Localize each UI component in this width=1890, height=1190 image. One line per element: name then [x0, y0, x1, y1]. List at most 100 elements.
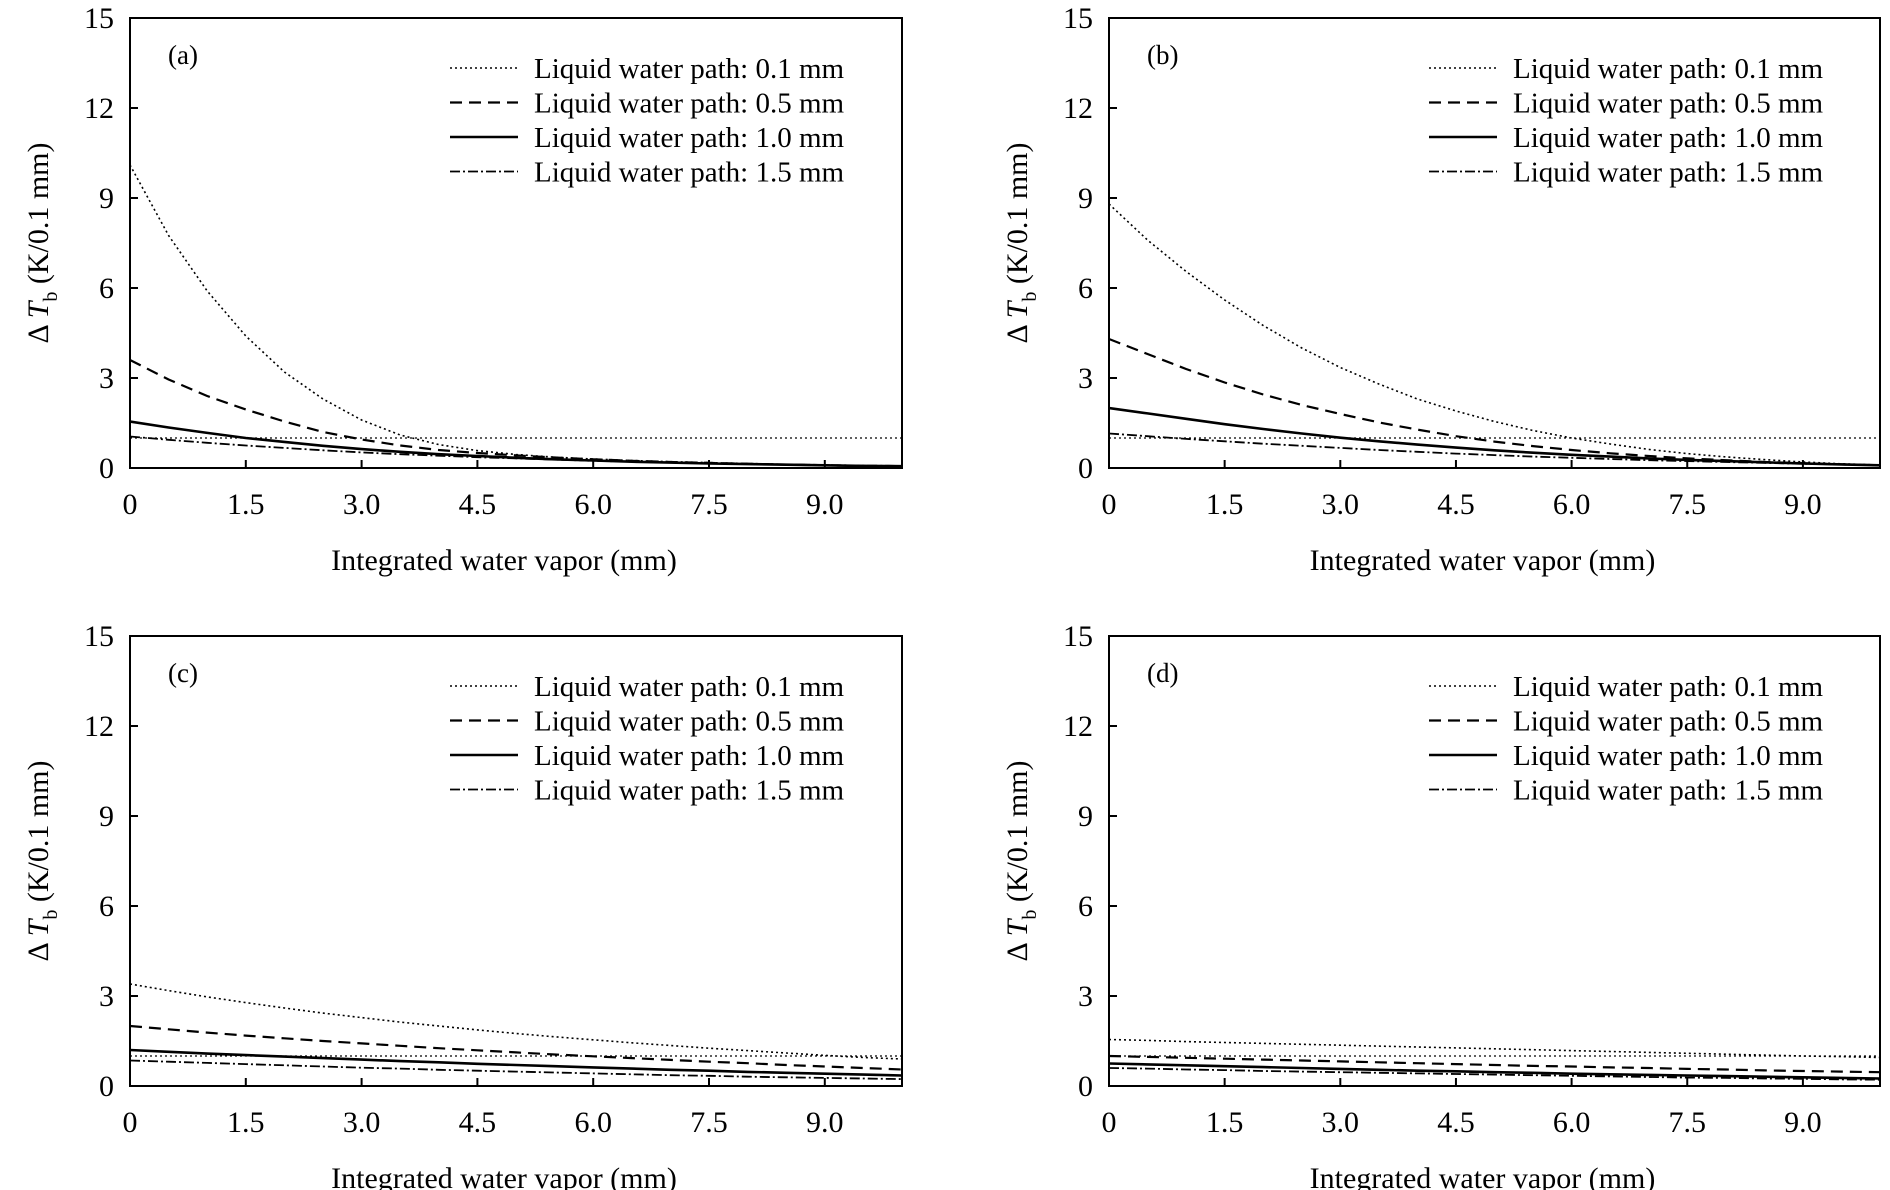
- series-line-3: [130, 1048, 902, 1077]
- x-tick-label: 1.5: [1206, 1106, 1244, 1139]
- x-axis-title: Integrated water vapor (mm): [1310, 544, 1656, 577]
- x-tick-label: 6.0: [574, 1106, 612, 1139]
- y-tick-label: 6: [1078, 890, 1093, 923]
- x-tick-label: 7.5: [690, 1106, 728, 1139]
- legend-label-2: Liquid water path: 0.5 mm: [534, 706, 845, 738]
- x-tick-label: 6.0: [1553, 1106, 1591, 1139]
- x-tick-label: 9.0: [806, 1106, 844, 1139]
- panel-label: (d): [1147, 658, 1178, 688]
- x-tick-label: 9.0: [1784, 1106, 1822, 1139]
- series-line-1: [130, 164, 902, 468]
- y-tick-label: 3: [1078, 362, 1093, 395]
- y-axis-title: Δ Tb (K/0.1 mm): [1001, 143, 1041, 344]
- x-tick-label: 0: [123, 488, 138, 521]
- series-line-1: [130, 983, 902, 1060]
- series-line-4: [130, 1059, 902, 1080]
- y-tick-label: 0: [99, 452, 114, 485]
- x-tick-label: 4.5: [459, 1106, 497, 1139]
- chart-panel-d: 0 3 6 9 12 15 0 1.5 3.0 4.5 6.0 7.5 9.0 Integrated wa…: [1001, 620, 1881, 1190]
- x-tick-label: 0: [1102, 488, 1117, 521]
- x-axis-title: Integrated water vapor (mm): [1310, 1162, 1656, 1190]
- legend-label-1: Liquid water path: 0.1 mm: [534, 671, 845, 703]
- y-axis-title-variable: T: [22, 917, 55, 936]
- y-tick-label: 15: [1063, 620, 1093, 653]
- y-axis-title-prefix: Δ: [22, 318, 55, 343]
- y-axis-title-subscript: b: [40, 292, 62, 302]
- x-tick-label: 7.5: [1669, 1106, 1707, 1139]
- series-line-2: [130, 1024, 902, 1071]
- y-tick-label: 9: [1078, 182, 1093, 215]
- legend-label-1: Liquid water path: 0.1 mm: [534, 53, 845, 85]
- x-tick-label: 1.5: [1206, 488, 1244, 521]
- series-line-2: [1109, 337, 1880, 467]
- x-tick-label: 3.0: [343, 488, 381, 521]
- y-tick-label: 12: [1063, 710, 1093, 743]
- y-axis-title-prefix: Δ: [1001, 936, 1034, 961]
- y-tick-label: 9: [99, 182, 114, 215]
- y-tick-label: 6: [99, 272, 114, 305]
- series-line-4: [1109, 1067, 1880, 1081]
- y-tick-label: 0: [99, 1070, 114, 1103]
- x-tick-label: 7.5: [690, 488, 728, 521]
- y-axis-title-prefix: Δ: [22, 936, 55, 961]
- y-tick-label: 6: [1078, 272, 1093, 305]
- x-tick-label: 4.5: [459, 488, 497, 521]
- y-tick-label: 3: [99, 362, 114, 395]
- y-axis-title-prefix: Δ: [1001, 318, 1034, 343]
- legend-label-4: Liquid water path: 1.5 mm: [1513, 775, 1824, 807]
- y-axis-title-unit: (K/0.1 mm): [1001, 143, 1034, 292]
- x-tick-label: 6.0: [574, 488, 612, 521]
- x-tick-label: 9.0: [1784, 488, 1822, 521]
- chart-panel-a: 0 3 6 9 12 15 0 1.5 3.0 4.5 6.0 7.5 9.0 Integrated wa…: [22, 2, 903, 577]
- plot-frame: [129, 635, 903, 1087]
- legend-label-4: Liquid water path: 1.5 mm: [534, 775, 845, 807]
- x-axis-title: Integrated water vapor (mm): [331, 1162, 677, 1190]
- series-line-2: [1109, 1054, 1880, 1074]
- y-axis-title-subscript: b: [40, 910, 62, 920]
- legend-label-1: Liquid water path: 0.1 mm: [1513, 671, 1824, 703]
- x-tick-label: 1.5: [227, 1106, 265, 1139]
- series-line-3: [1109, 406, 1880, 467]
- legend-label-3: Liquid water path: 1.0 mm: [1513, 740, 1824, 772]
- x-tick-label: 9.0: [806, 488, 844, 521]
- y-tick-label: 15: [1063, 2, 1093, 35]
- y-tick-label: 15: [84, 620, 114, 653]
- series-line-4: [130, 435, 902, 467]
- series-line-2: [130, 359, 902, 468]
- y-axis-title: Δ Tb (K/0.1 mm): [1001, 761, 1041, 962]
- y-axis-title: Δ Tb (K/0.1 mm): [22, 761, 62, 962]
- y-axis-title-subscript: b: [1019, 292, 1041, 302]
- y-tick-label: 9: [1078, 800, 1093, 833]
- y-axis-title-subscript: b: [1019, 910, 1041, 920]
- x-tick-label: 3.0: [1322, 488, 1360, 521]
- panel-label: (a): [168, 40, 198, 70]
- legend-label-2: Liquid water path: 0.5 mm: [1513, 706, 1824, 738]
- plot-frame: [1108, 17, 1881, 469]
- y-tick-label: 12: [84, 92, 114, 125]
- x-tick-label: 7.5: [1669, 488, 1707, 521]
- x-tick-label: 0: [123, 1106, 138, 1139]
- x-tick-label: 6.0: [1553, 488, 1591, 521]
- y-tick-label: 0: [1078, 452, 1093, 485]
- legend-label-2: Liquid water path: 0.5 mm: [1513, 88, 1824, 120]
- y-tick-label: 12: [84, 710, 114, 743]
- series-line-4: [1109, 432, 1880, 466]
- x-tick-label: 4.5: [1437, 1106, 1475, 1139]
- series-line-1: [1109, 203, 1880, 466]
- y-tick-label: 3: [99, 980, 114, 1013]
- y-tick-label: 12: [1063, 92, 1093, 125]
- plot-frame: [129, 17, 903, 469]
- y-tick-label: 6: [99, 890, 114, 923]
- panel-label: (c): [168, 658, 198, 688]
- x-tick-label: 3.0: [1322, 1106, 1360, 1139]
- panel-label: (b): [1147, 40, 1178, 70]
- series-line-1: [1109, 1038, 1880, 1059]
- legend-label-4: Liquid water path: 1.5 mm: [534, 157, 845, 189]
- x-tick-label: 3.0: [343, 1106, 381, 1139]
- legend-label-3: Liquid water path: 1.0 mm: [1513, 122, 1824, 154]
- chart-panel-c: 0 3 6 9 12 15 0 1.5 3.0 4.5 6.0 7.5 9.0 Integrated wa…: [22, 620, 903, 1190]
- legend-label-2: Liquid water path: 0.5 mm: [534, 88, 845, 120]
- plot-frame: [1108, 635, 1881, 1087]
- series-line-3: [1109, 1062, 1880, 1080]
